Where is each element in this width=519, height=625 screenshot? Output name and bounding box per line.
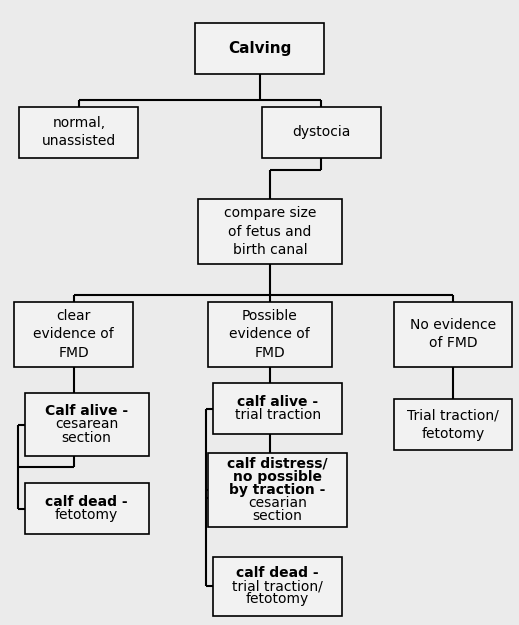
FancyBboxPatch shape xyxy=(24,483,148,534)
Text: trial traction: trial traction xyxy=(235,409,321,422)
Text: section: section xyxy=(253,509,303,523)
FancyBboxPatch shape xyxy=(198,199,342,264)
Text: by traction -: by traction - xyxy=(229,483,326,497)
Text: cesarean: cesarean xyxy=(55,418,118,431)
Text: trial traction/: trial traction/ xyxy=(232,579,323,593)
Text: Possible
evidence of
FMD: Possible evidence of FMD xyxy=(229,309,310,359)
Text: calf alive -: calf alive - xyxy=(237,396,318,409)
Text: calf dead -: calf dead - xyxy=(236,566,319,580)
Text: normal,
unassisted: normal, unassisted xyxy=(42,116,116,148)
Text: no possible: no possible xyxy=(233,470,322,484)
Text: Calving: Calving xyxy=(228,41,291,56)
Text: Calf alive -: Calf alive - xyxy=(45,404,128,418)
FancyBboxPatch shape xyxy=(19,106,138,158)
Text: Trial traction/
fetotomy: Trial traction/ fetotomy xyxy=(407,408,499,441)
Text: dystocia: dystocia xyxy=(292,125,351,139)
FancyBboxPatch shape xyxy=(394,399,512,450)
Text: section: section xyxy=(62,431,112,444)
Text: fetotomy: fetotomy xyxy=(246,592,309,606)
FancyBboxPatch shape xyxy=(213,557,342,616)
FancyBboxPatch shape xyxy=(394,302,512,367)
FancyBboxPatch shape xyxy=(208,302,332,367)
FancyBboxPatch shape xyxy=(24,393,148,456)
FancyBboxPatch shape xyxy=(195,22,324,74)
FancyBboxPatch shape xyxy=(262,106,381,158)
Text: No evidence
of FMD: No evidence of FMD xyxy=(410,318,496,351)
Text: clear
evidence of
FMD: clear evidence of FMD xyxy=(33,309,114,359)
Text: compare size
of fetus and
birth canal: compare size of fetus and birth canal xyxy=(224,206,316,257)
FancyBboxPatch shape xyxy=(208,452,347,527)
Text: calf distress/: calf distress/ xyxy=(227,457,328,471)
FancyBboxPatch shape xyxy=(15,302,133,367)
Text: cesarian: cesarian xyxy=(248,496,307,510)
FancyBboxPatch shape xyxy=(213,383,342,434)
Text: fetotomy: fetotomy xyxy=(55,508,118,522)
Text: calf dead -: calf dead - xyxy=(45,495,128,509)
